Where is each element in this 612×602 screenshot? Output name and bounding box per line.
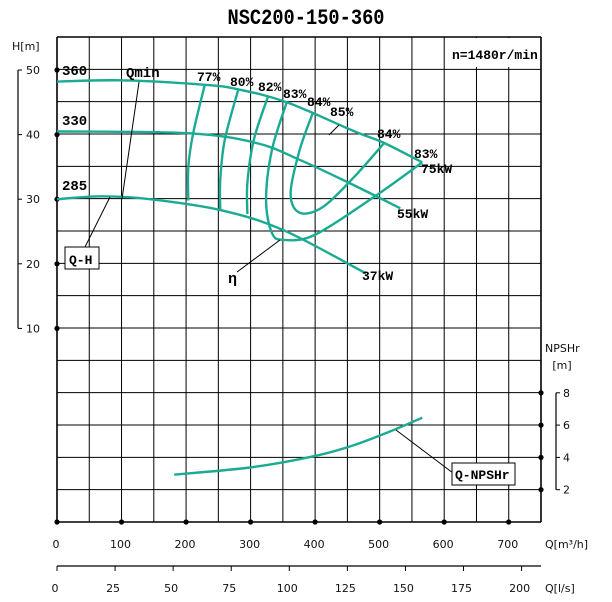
y-tick-label: 20 [26, 258, 40, 271]
impeller-diameter-label: 330 [62, 114, 87, 130]
efficiency-label: 80% [230, 75, 254, 90]
efficiency-85-leader [328, 124, 340, 136]
efficiency-label: 83% [283, 87, 307, 102]
x2-tick-label: 200 [509, 582, 530, 595]
x2-tick-label: 25 [106, 582, 120, 595]
y2-tick-label: 2 [563, 484, 570, 497]
y-tick-label: 40 [26, 129, 40, 142]
npsh-leader [395, 429, 454, 474]
y2-tick-dot [538, 390, 544, 396]
y2-tick-label: 4 [563, 451, 570, 464]
power-label: 37kW [362, 269, 393, 284]
qmin-label: Qmin [126, 66, 160, 82]
chart-title: NSC200-150-360 [227, 7, 384, 32]
x2-tick-label: 100 [277, 582, 298, 595]
x2-tick-label: 175 [451, 582, 472, 595]
npsh-label: Q-NPSHr [455, 468, 510, 483]
y-tick-dot [54, 325, 60, 331]
head-curve [56, 195, 367, 275]
x-tick-label: 100 [110, 538, 131, 551]
y2-tick-dot [538, 487, 544, 493]
y2-axis-unit: [m] [552, 359, 571, 372]
head-curve [56, 130, 401, 210]
head-curve [56, 79, 423, 164]
efficiency-label: 84% [307, 95, 331, 110]
efficiency-contour [218, 89, 240, 211]
x-tick-label: 600 [433, 538, 454, 551]
npsh-curve [174, 416, 423, 476]
x-tick-label: 700 [497, 538, 518, 551]
y-tick-dot [54, 261, 60, 267]
efficiency-label: 82% [258, 80, 282, 95]
x2-tick-label: 125 [335, 582, 356, 595]
efficiency-label: 85% [330, 105, 354, 120]
y-tick-label: 10 [26, 322, 40, 335]
x-tick-label: 0 [53, 538, 60, 551]
x-tick-dot [441, 519, 447, 525]
x-tick-dot [118, 519, 125, 525]
x2-tick-label: 50 [164, 582, 178, 595]
speed-box [447, 38, 540, 67]
y-tick-dot [54, 67, 60, 73]
y2-axis-label: NPSHr [545, 342, 580, 355]
x-axis-label: Q[m³/h] [545, 538, 588, 551]
speed-label: n=1480r/min [452, 48, 538, 63]
y2-tick-dot [538, 422, 544, 428]
impeller-diameter-label: 360 [62, 64, 87, 80]
efficiency-label: 77% [197, 70, 221, 85]
x-tick-label: 200 [175, 538, 196, 551]
x-tick-dot [247, 519, 254, 525]
x-tick-label: 500 [368, 538, 389, 551]
qh-label-box [64, 246, 100, 270]
x2-axis-label: Q[l/s] [545, 582, 575, 595]
qh-label: Q-H [69, 253, 92, 268]
power-label: 55kW [397, 207, 428, 222]
eta-label: η [228, 271, 237, 288]
efficiency-label-right: 84% [377, 127, 401, 142]
efficiency-contour [289, 111, 386, 215]
qmin-leader [121, 81, 140, 200]
efficiency-contour [264, 101, 423, 242]
x-tick-dot [312, 519, 318, 525]
efficiency-contour [245, 96, 270, 215]
y-axis-label: H[m] [12, 40, 40, 53]
y-tick-label: 50 [26, 64, 40, 77]
x-tick-dot [377, 519, 383, 525]
eta-leader [236, 239, 281, 273]
npsh-label-box [451, 462, 516, 486]
y2-tick-dot [538, 454, 544, 460]
efficiency-contour [186, 84, 206, 201]
x2-tick-label: 75 [222, 582, 236, 595]
x2-tick-label: 150 [393, 582, 414, 595]
y2-tick-label: 6 [563, 419, 570, 432]
x-tick-label: 300 [239, 538, 260, 551]
y2-tick-label: 8 [563, 387, 570, 400]
efficiency-label-right: 83% [414, 147, 438, 162]
x2-tick-label: 0 [52, 582, 59, 595]
y-tick-dot [54, 132, 60, 138]
x-tick-label: 400 [304, 538, 325, 551]
qh-leader [84, 196, 111, 248]
x-tick-dot [54, 519, 60, 525]
x-tick-dot [506, 519, 512, 525]
x-tick-dot [183, 519, 189, 525]
impeller-diameter-label: 285 [62, 179, 87, 195]
y-tick-label: 30 [26, 193, 40, 206]
power-label: 75kW [421, 162, 452, 177]
